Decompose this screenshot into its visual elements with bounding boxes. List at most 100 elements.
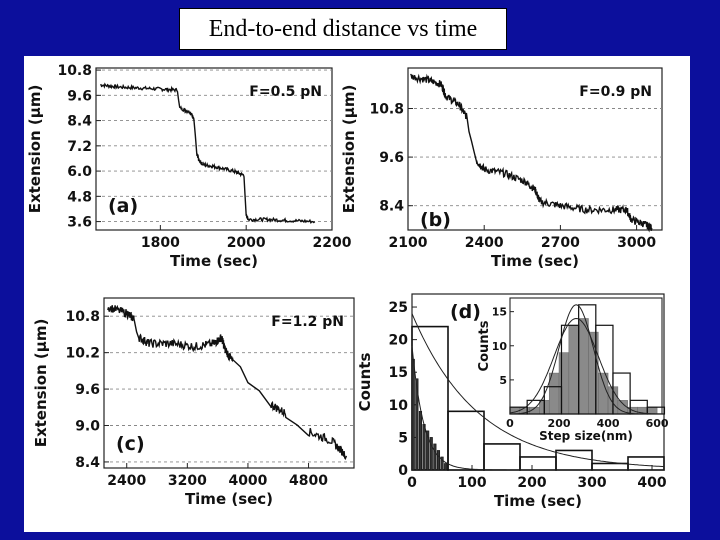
ytick-label-1: 6.0	[67, 164, 92, 180]
histogram-bar-filled	[426, 430, 430, 471]
inset-bar-open	[595, 324, 614, 415]
panel-label-2: (b)	[420, 209, 451, 231]
inset-bar-filled	[568, 325, 579, 415]
histogram-bar-filled	[418, 411, 423, 471]
inset-bar-filled	[578, 318, 589, 415]
histogram-bar-filled	[444, 463, 448, 471]
histogram-bar-filled	[436, 450, 441, 471]
slide-title: End-to-end distance vs time	[179, 8, 507, 50]
xaxis-label-2: Time (sec)	[491, 252, 579, 270]
yaxis-label-4: Counts	[356, 353, 374, 412]
ytick-label-3: 10.2	[65, 346, 100, 362]
xtick-label-2: 3000	[617, 235, 656, 251]
ytick-label-2: 10.8	[369, 102, 404, 118]
ytick-label-4: 10	[389, 398, 409, 414]
xtick-label-3: 4800	[289, 473, 328, 489]
ytick-label-1: 3.6	[67, 215, 92, 231]
xtick-label-4: 100	[457, 475, 486, 491]
ytick-label-1: 8.4	[67, 114, 92, 130]
inset-histogram: 5 10 15 0 200 400 600 Step size(nm) Counts	[477, 297, 669, 443]
force-annotation-3: F=1.2 pN	[271, 314, 344, 330]
inset-ytick-label: 5	[499, 374, 507, 387]
xtick-label-3: 4000	[228, 473, 267, 489]
ytick-label-1: 4.8	[67, 189, 92, 205]
xtick-label-1: 1800	[141, 235, 180, 251]
yaxis-label-3: Extension (μm)	[32, 319, 50, 448]
xtick-label-1: 2000	[227, 235, 266, 251]
histogram-bar-open	[627, 456, 665, 471]
inset-xtick-label: 0	[506, 417, 514, 430]
force-annotation-1: F=0.5 pN	[249, 84, 322, 100]
xaxis-label-4: Time (sec)	[494, 492, 582, 510]
ytick-label-2: 8.4	[379, 199, 404, 215]
histogram-bar-open	[483, 443, 521, 471]
ytick-label-1: 10.8	[57, 63, 92, 79]
xtick-label-2: 2400	[465, 235, 504, 251]
axes-frame-1	[95, 67, 333, 231]
fit-curve-2	[411, 346, 664, 471]
data-trace-2	[410, 73, 653, 233]
xtick-label-4: 300	[577, 475, 606, 491]
panel-label-4: (d)	[450, 301, 481, 323]
ytick-label-1: 7.2	[67, 139, 92, 155]
xaxis-label-3: Time (sec)	[185, 490, 273, 508]
xtick-label-4: 400	[637, 475, 666, 491]
inset-ytick-label: 10	[492, 340, 508, 353]
ytick-label-4: 20	[389, 333, 409, 349]
ytick-label-4: 5	[398, 430, 408, 446]
histogram-bar-filled	[440, 456, 444, 471]
histogram-bar-filled	[433, 443, 437, 471]
data-trace-3	[107, 304, 348, 461]
inset-xtick-label: 600	[646, 417, 669, 430]
inset-yaxis-label: Counts	[477, 320, 492, 371]
force-annotation-2: F=0.9 pN	[579, 84, 652, 100]
inset-xtick-label: 400	[597, 417, 620, 430]
yaxis-label-2: Extension (μm)	[340, 85, 358, 214]
histogram-bar-filled	[411, 358, 415, 471]
ytick-label-1: 9.6	[67, 88, 92, 104]
histogram-bar-open	[591, 462, 629, 471]
axes-frame-2	[407, 67, 663, 231]
inset-fit-curve-1	[510, 304, 662, 415]
ytick-label-3: 9.0	[75, 419, 100, 435]
chart-panel-1: 3.6 4.8 6.0 7.2 8.4 9.6 10.8 1800 2000 2200 Time (…	[26, 63, 352, 270]
inset-bar-filled	[647, 406, 658, 415]
histogram-bar-filled	[422, 424, 426, 471]
fit-curve-1	[411, 313, 665, 468]
xtick-label-2: 2700	[541, 235, 580, 251]
histogram-bar-open	[447, 410, 485, 471]
xtick-label-4: 200	[517, 475, 546, 491]
ytick-label-3: 9.6	[75, 382, 100, 398]
histogram-bar-filled	[429, 437, 433, 471]
inset-ytick-label: 15	[492, 306, 507, 319]
chart-panel-3: 8.4 9.0 9.6 10.2 10.8 2400 3200 4000 4800 Time (s…	[32, 297, 355, 508]
xtick-label-2: 2100	[389, 235, 428, 251]
panel-label-3: (c)	[116, 433, 145, 455]
ytick-label-3: 8.4	[75, 455, 100, 471]
ytick-label-4: 25	[389, 300, 408, 316]
inset-bar-open	[612, 372, 631, 415]
inset-fit-curve-2	[509, 317, 663, 415]
ytick-label-4: 0	[398, 463, 408, 479]
chart-panel-2: 8.4 9.6 10.8 2100 2400 2700 3000 Time (sec) Exte…	[340, 67, 663, 270]
panel-label-1: (a)	[108, 195, 138, 217]
figure-panel: 3.6 4.8 6.0 7.2 8.4 9.6 10.8 1800 2000 2200 Time (…	[24, 56, 690, 532]
histogram-bar-open	[519, 456, 557, 471]
data-trace-1	[100, 82, 316, 225]
xaxis-label-1: Time (sec)	[170, 252, 258, 270]
ytick-label-3: 10.8	[65, 309, 100, 325]
xtick-label-3: 3200	[168, 473, 207, 489]
axes-frame-3	[103, 297, 355, 469]
histogram-bar-filled	[415, 378, 419, 471]
xtick-label-1: 2200	[313, 235, 352, 251]
inset-bar-filled	[558, 352, 570, 415]
inset-bar-filled	[598, 372, 609, 415]
ytick-label-4: 15	[389, 365, 408, 381]
inset-xaxis-label: Step size(nm)	[539, 429, 633, 443]
xtick-label-4: 0	[407, 475, 417, 491]
xtick-label-3: 2400	[107, 473, 146, 489]
ytick-label-2: 9.6	[379, 150, 404, 166]
inset-xtick-label: 200	[548, 417, 571, 430]
